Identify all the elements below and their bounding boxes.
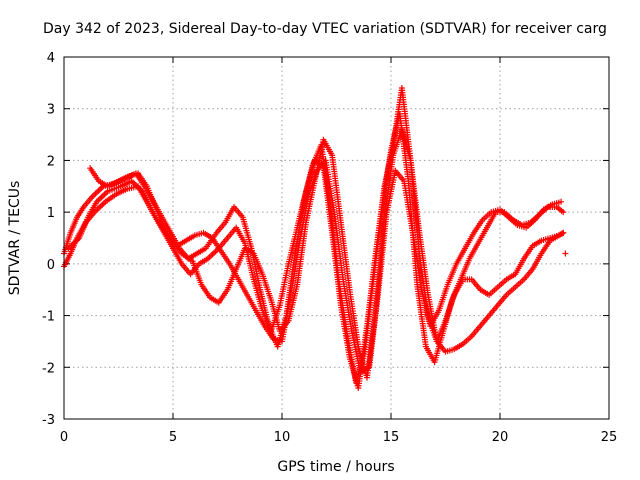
y-tick-label: 4: [47, 51, 55, 66]
series-track-c: [87, 126, 567, 381]
x-tick-label: 5: [169, 430, 177, 445]
data-point: [560, 209, 567, 216]
axis-ticks: 0 5 10 15 20 25 -3 -2 -1 0 1 2 3 4: [42, 51, 617, 445]
y-tick-label: 1: [47, 206, 55, 221]
series-track-a: [61, 110, 567, 386]
data-point: [558, 198, 565, 205]
data-point: [560, 229, 567, 236]
x-tick-label: 25: [601, 430, 618, 445]
x-tick-label: 0: [60, 430, 68, 445]
y-axis-label: SDTVAR / TECUs: [7, 181, 23, 296]
plot-frame: [63, 56, 610, 420]
y-tick-label: -2: [42, 361, 55, 376]
x-tick-label: 15: [383, 430, 400, 445]
y-tick-label: 0: [47, 258, 55, 273]
isolated-data-point: [562, 250, 569, 257]
x-tick-label: 20: [492, 430, 509, 445]
series-track-d: [65, 157, 565, 376]
x-axis-label: GPS time / hours: [277, 459, 394, 475]
chart-title: Day 342 of 2023, Sidereal Day-to-day VTE…: [43, 21, 607, 37]
series-track-b: [61, 85, 567, 391]
x-tick-label: 10: [274, 430, 291, 445]
y-tick-label: 3: [47, 103, 55, 118]
y-tick-label: -3: [42, 413, 55, 428]
grid-lines: [64, 57, 609, 419]
y-tick-label: 2: [47, 154, 55, 169]
y-tick-label: -1: [42, 310, 55, 325]
plot-area: [61, 85, 569, 391]
